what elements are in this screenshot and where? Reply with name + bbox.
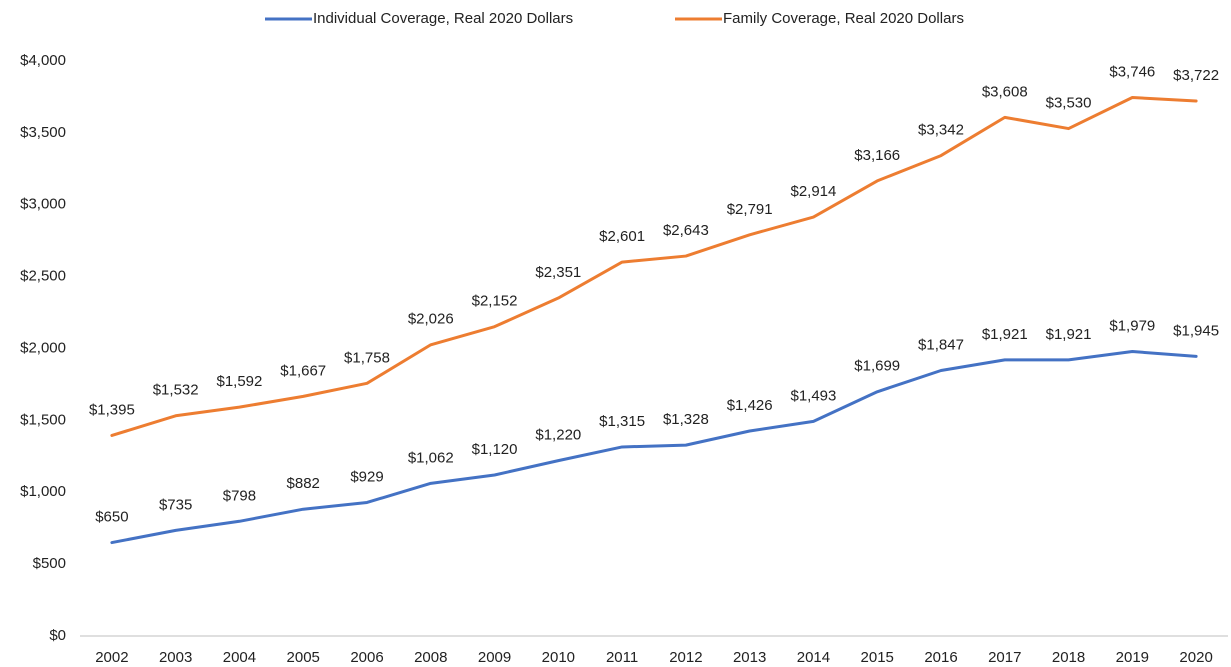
y-tick-label: $3,500: [20, 124, 66, 141]
data-label: $929: [350, 468, 383, 485]
x-tick-label: 2014: [797, 649, 830, 666]
x-tick-label: 2003: [159, 649, 192, 666]
legend-label: Individual Coverage, Real 2020 Dollars: [313, 10, 573, 27]
x-tick-label: 2006: [350, 649, 383, 666]
y-tick-label: $2,500: [20, 268, 66, 285]
data-label: $735: [159, 496, 192, 513]
data-label: $1,426: [727, 397, 773, 414]
data-label: $1,758: [344, 349, 390, 366]
x-tick-label: 2010: [542, 649, 575, 666]
data-label: $3,530: [1046, 95, 1092, 112]
x-tick-label: 2012: [669, 649, 702, 666]
x-tick-label: 2020: [1179, 649, 1212, 666]
data-label: $2,351: [535, 264, 581, 281]
data-label: $3,166: [854, 147, 900, 164]
data-label: $1,328: [663, 411, 709, 428]
x-tick-label: 2009: [478, 649, 511, 666]
x-tick-label: 2019: [1116, 649, 1149, 666]
x-tick-label: 2013: [733, 649, 766, 666]
data-label: $1,062: [408, 449, 454, 466]
data-label: $798: [223, 487, 256, 504]
data-label: $2,026: [408, 311, 454, 328]
data-label: $650: [95, 509, 128, 526]
data-label: $1,532: [153, 382, 199, 399]
data-label: $1,945: [1173, 322, 1219, 339]
data-label: $1,847: [918, 336, 964, 353]
y-tick-label: $4,000: [20, 52, 66, 69]
x-tick-label: 2005: [287, 649, 320, 666]
x-tick-label: 2004: [223, 649, 256, 666]
data-label: $2,601: [599, 228, 645, 245]
data-label: $2,643: [663, 222, 709, 239]
x-tick-label: 2016: [924, 649, 957, 666]
data-label: $1,921: [1046, 326, 1092, 343]
data-label: $1,592: [216, 373, 262, 390]
data-label: $2,914: [790, 183, 836, 200]
data-label: $1,979: [1109, 317, 1155, 334]
y-tick-label: $1,500: [20, 411, 66, 428]
x-tick-label: 2002: [95, 649, 128, 666]
x-tick-label: 2017: [988, 649, 1021, 666]
x-tick-label: 2011: [606, 649, 638, 666]
y-tick-label: $0: [49, 627, 66, 644]
data-label: $1,315: [599, 413, 645, 430]
x-tick-label: 2018: [1052, 649, 1085, 666]
data-label: $3,342: [918, 122, 964, 139]
data-label: $3,722: [1173, 67, 1219, 84]
data-label: $3,608: [982, 83, 1028, 100]
data-label: $882: [287, 475, 320, 492]
x-tick-label: 2008: [414, 649, 447, 666]
data-label: $1,667: [280, 362, 326, 379]
data-label: $1,921: [982, 326, 1028, 343]
data-label: $2,152: [472, 293, 518, 310]
y-tick-label: $2,000: [20, 339, 66, 356]
y-tick-label: $1,000: [20, 483, 66, 500]
data-label: $3,746: [1109, 63, 1155, 80]
data-label: $1,120: [472, 441, 518, 458]
data-label: $1,395: [89, 401, 135, 418]
x-tick-label: 2015: [861, 649, 894, 666]
data-label: $1,493: [790, 387, 836, 404]
series-line: [110, 96, 1198, 437]
legend-label: Family Coverage, Real 2020 Dollars: [723, 10, 964, 27]
series-line: [110, 350, 1198, 545]
data-label: $1,699: [854, 358, 900, 375]
y-tick-label: $3,000: [20, 196, 66, 213]
data-label: $1,220: [535, 427, 581, 444]
y-tick-label: $500: [33, 555, 66, 572]
data-label: $2,791: [727, 201, 773, 218]
